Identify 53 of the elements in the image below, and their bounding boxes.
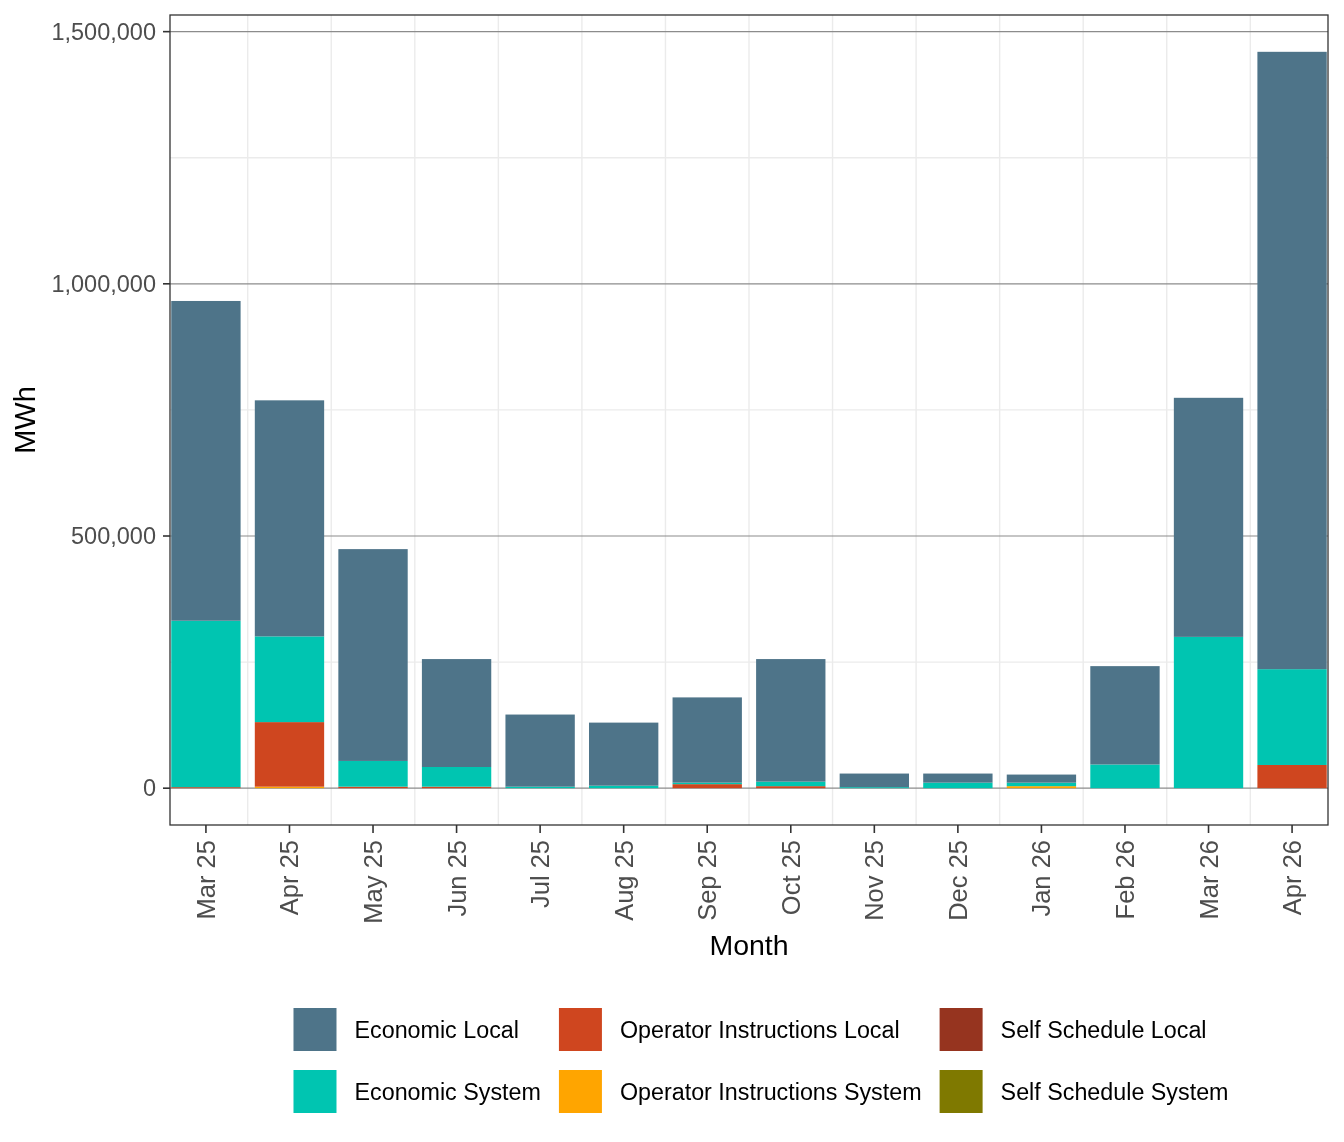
bar bbox=[421, 767, 492, 787]
bar bbox=[171, 300, 241, 621]
bar bbox=[1257, 669, 1327, 765]
bar bbox=[589, 722, 659, 786]
bar bbox=[254, 400, 325, 637]
y-tick-label: 1,000,000 bbox=[51, 270, 156, 297]
bar bbox=[1090, 764, 1160, 789]
x-tick-label: Jun 25 bbox=[442, 840, 471, 917]
legend-label: Self Schedule System bbox=[1000, 1078, 1229, 1105]
bar bbox=[421, 659, 492, 767]
x-tick-label: Oct 25 bbox=[776, 840, 805, 916]
bar bbox=[1257, 51, 1327, 670]
legend-label: Economic System bbox=[354, 1078, 541, 1105]
bar bbox=[171, 620, 241, 788]
bar bbox=[672, 697, 742, 783]
bar bbox=[338, 760, 408, 787]
y-tick-label: 1,500,000 bbox=[51, 18, 156, 45]
legend-label: Self Schedule Local bbox=[1000, 1016, 1207, 1043]
bar bbox=[756, 659, 826, 782]
bar bbox=[839, 773, 909, 788]
x-tick-label: Jan 26 bbox=[1027, 840, 1056, 917]
bar bbox=[1173, 636, 1244, 789]
y-tick-label: 0 bbox=[142, 775, 156, 802]
bar bbox=[1173, 397, 1244, 637]
x-tick-label: Apr 26 bbox=[1278, 840, 1307, 916]
bar bbox=[1090, 666, 1160, 765]
bar bbox=[756, 786, 826, 789]
legend-label: Operator Instructions System bbox=[619, 1078, 922, 1105]
x-tick-label: Aug 25 bbox=[609, 840, 638, 921]
x-tick-label: Mar 25 bbox=[191, 840, 220, 920]
bar bbox=[923, 773, 993, 783]
x-tick-label: May 25 bbox=[359, 840, 388, 924]
x-tick-label: Apr 25 bbox=[275, 840, 304, 916]
bar bbox=[672, 784, 742, 789]
x-axis-title: Month bbox=[709, 929, 789, 961]
y-tick-label: 500,000 bbox=[71, 523, 156, 549]
x-tick-label: Feb 26 bbox=[1110, 840, 1139, 920]
x-tick-label: Mar 26 bbox=[1194, 840, 1223, 920]
legend-label: Economic Local bbox=[354, 1016, 519, 1043]
x-tick-label: Jul 25 bbox=[526, 840, 555, 909]
bar bbox=[254, 636, 325, 723]
legend-label: Operator Instructions Local bbox=[619, 1016, 900, 1043]
y-axis-title: MWh bbox=[9, 386, 41, 454]
bar bbox=[1257, 764, 1327, 789]
x-tick-label: Sep 25 bbox=[693, 840, 722, 921]
bar bbox=[338, 549, 408, 761]
bar bbox=[505, 714, 575, 787]
bar bbox=[1006, 774, 1077, 783]
bar bbox=[254, 722, 325, 787]
bar bbox=[923, 782, 993, 789]
x-tick-label: Dec 25 bbox=[943, 840, 972, 921]
bar bbox=[1006, 786, 1077, 789]
x-tick-label: Nov 25 bbox=[860, 840, 889, 921]
